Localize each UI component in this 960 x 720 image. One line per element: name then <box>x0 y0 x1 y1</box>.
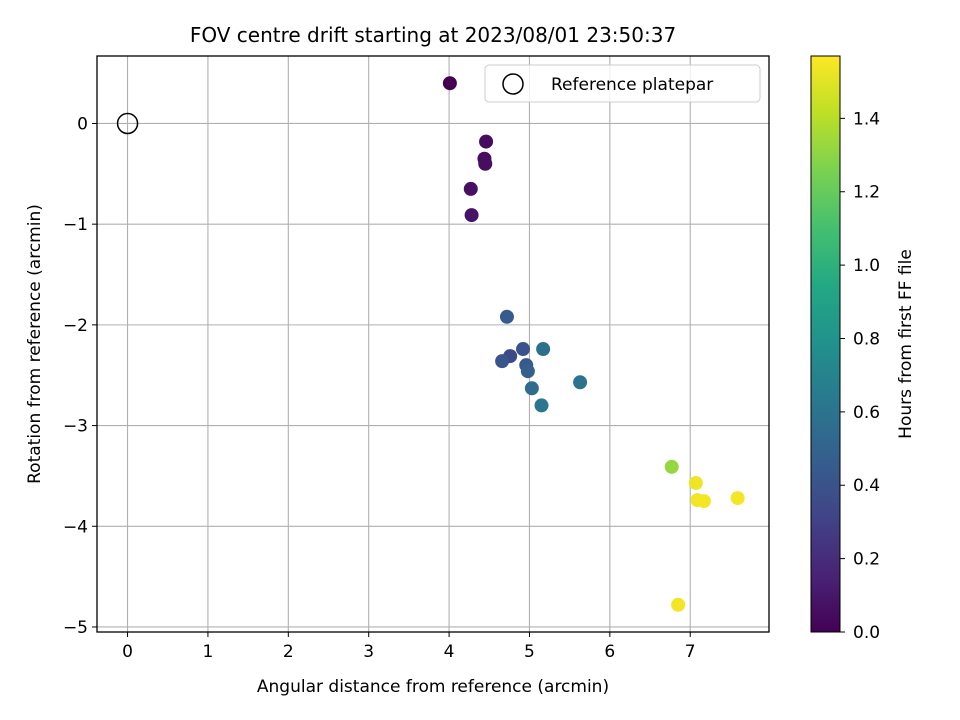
y-tick-label: −5 <box>63 618 88 638</box>
scatter-point <box>534 398 549 413</box>
scatter-point <box>696 494 711 509</box>
scatter-point <box>671 597 686 612</box>
colorbar-gradient <box>811 56 840 632</box>
scatter-point <box>463 181 478 196</box>
legend-box <box>484 64 761 103</box>
x-tick-label: 7 <box>685 642 696 662</box>
y-tick-label: 0 <box>77 114 88 134</box>
colorbar-tick-label: 0.8 <box>853 329 880 349</box>
scatter-point <box>495 354 510 369</box>
colorbar-frame <box>810 55 841 633</box>
grid-lines <box>97 56 769 632</box>
reference-point <box>116 112 139 135</box>
y-axis-ticks: 0 −1 −2 −3 −4 −5 <box>63 114 97 638</box>
colorbar-tick-label: 0.6 <box>853 403 880 423</box>
scatter-point <box>478 156 493 171</box>
legend-label: Reference platepar <box>551 75 713 95</box>
x-tick-label: 4 <box>444 642 455 662</box>
x-tick-label: 5 <box>524 642 535 662</box>
y-tick-label: −4 <box>63 517 88 537</box>
scatter-point <box>536 342 551 357</box>
colorbar-tick-label: 1.4 <box>853 109 880 129</box>
x-tick-label: 3 <box>363 642 374 662</box>
legend-reference-marker <box>502 73 524 95</box>
x-tick-label: 6 <box>604 642 615 662</box>
x-axis-ticks: 0 1 2 3 4 5 6 7 <box>122 632 696 662</box>
colorbar-tick-label: 0.0 <box>853 623 880 643</box>
chart-title: FOV centre drift starting at 2023/08/01 … <box>190 23 676 47</box>
legend: Reference platepar <box>484 64 761 103</box>
colorbar-ticks: 0.0 0.2 0.4 0.6 0.8 1.0 1.2 1.4 <box>840 109 880 643</box>
y-tick-label: −2 <box>63 316 88 336</box>
scatter-point <box>688 475 703 490</box>
scatter-points <box>442 76 745 612</box>
y-axis-title: Rotation from reference (arcmin) <box>25 204 45 484</box>
colorbar-title: Hours from first FF file <box>896 249 916 439</box>
y-tick-label: −1 <box>63 215 88 235</box>
scatter-point <box>499 309 514 324</box>
x-tick-label: 1 <box>203 642 214 662</box>
scatter-point <box>524 381 539 396</box>
scatter-point <box>730 491 745 506</box>
x-tick-label: 2 <box>283 642 294 662</box>
scatter-point <box>479 134 494 149</box>
scatter-point <box>520 364 535 379</box>
scatter-point <box>573 375 588 390</box>
colorbar-tick-label: 0.4 <box>853 476 880 496</box>
colorbar: 0.0 0.2 0.4 0.6 0.8 1.0 1.2 1.4 <box>810 55 880 643</box>
colorbar-tick-label: 1.2 <box>853 183 880 203</box>
colorbar-tick-label: 0.2 <box>853 550 880 570</box>
colorbar-tick-label: 1.0 <box>853 256 880 276</box>
scatter-point <box>442 76 457 91</box>
y-tick-label: −3 <box>63 417 88 437</box>
x-axis-title: Angular distance from reference (arcmin) <box>257 677 609 697</box>
scatter-point <box>664 459 679 474</box>
x-tick-label: 0 <box>122 642 133 662</box>
plot-frame <box>96 55 770 633</box>
scatter-point <box>516 342 531 357</box>
reference-marker <box>116 112 139 135</box>
scatter-point <box>464 208 479 223</box>
